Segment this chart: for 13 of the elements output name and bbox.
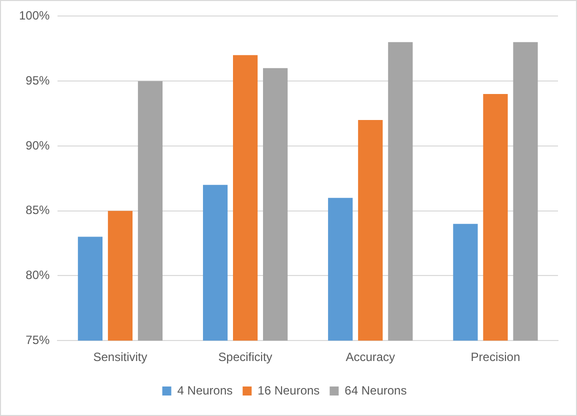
x-tick-label: Accuracy [346, 350, 396, 364]
legend-label: 16 Neurons [258, 383, 320, 398]
y-tick-label: 100% [18, 8, 50, 23]
x-tick-label: Specificity [218, 350, 272, 364]
x-tick-label: Precision [470, 350, 520, 364]
y-tick-label: 90% [26, 138, 50, 152]
y-tick-label: 75% [26, 332, 50, 347]
x-tick-label: Sensitivity [93, 350, 148, 364]
y-tick-label: 80% [26, 268, 50, 282]
y-tick-label: 95% [26, 73, 50, 88]
legend-label: 64 Neurons [344, 383, 407, 398]
y-tick-label: 85% [26, 203, 50, 218]
legend-label: 4 Neurons [177, 383, 233, 398]
